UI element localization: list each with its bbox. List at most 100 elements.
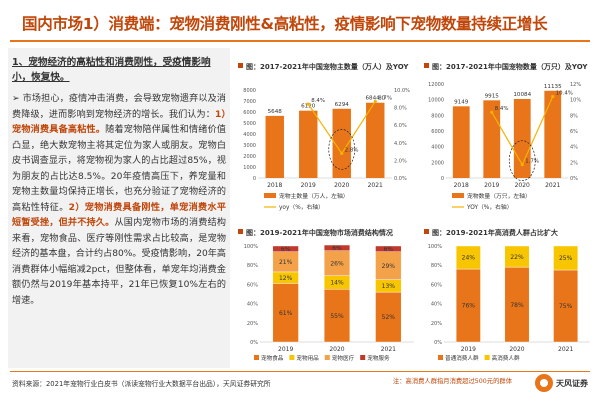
legend-label: 宠物用品 xyxy=(296,354,319,362)
x-tick-label: 2021 xyxy=(381,346,396,353)
yoy-point xyxy=(490,110,494,114)
highlight-2: 2）宠物消费具备刚性，单宠消费水平短暂受挫，但并不持久。 xyxy=(12,202,226,229)
chart1-title: 图：2017-2021年中国宠物主数量（万人）及YOY xyxy=(238,62,408,72)
segment-value-label: 6% xyxy=(384,246,394,253)
title-marker-icon xyxy=(238,229,243,234)
subtitle-part-2: 受疫情影响小，恢复快。 xyxy=(12,57,211,83)
legend-swatch xyxy=(452,193,464,198)
yoy-point xyxy=(306,102,310,106)
y-tick-label: 7000 xyxy=(243,99,256,105)
legend-swatch xyxy=(254,355,259,360)
y2-tick-label: 2% xyxy=(570,160,578,166)
highlight-circle xyxy=(328,129,356,170)
legend-swatch xyxy=(289,355,295,360)
yoy-point xyxy=(340,151,344,155)
x-tick-label: 2020 xyxy=(509,346,524,353)
y-tick-label: 6000 xyxy=(431,129,444,135)
y-tick-label: 60% xyxy=(431,282,442,288)
brand-name: 天风证券 xyxy=(556,378,588,388)
x-tick-label: 2019 xyxy=(461,346,476,353)
y2-tick-label: 8.0% xyxy=(394,106,407,112)
chart2-title: 图：2017-2021年中国宠物数量（万只）及YOY xyxy=(424,62,587,72)
y-tick-label: 2000 xyxy=(243,154,256,160)
slide-header: 国内市场1）消费端：宠物消费刚性&高粘性，疫情影响下宠物数量持续正增长 xyxy=(0,0,600,42)
source-note: 资料来源：2021年宠物行业白皮书（派读宠物行业大数据平台出品），天风证券研究所 xyxy=(12,380,271,388)
y-tick-label: 20% xyxy=(431,321,442,327)
bar xyxy=(265,115,284,178)
subtitle-part-1: 1、宠物经济的高粘性和消费刚性， xyxy=(12,57,163,68)
yoy-point xyxy=(520,163,524,167)
legend-label: 普通消费人群 xyxy=(445,354,479,362)
y-tick-label: 80% xyxy=(431,263,442,269)
bar-value-label: 5648 xyxy=(268,109,283,115)
segment-value-label: 78% xyxy=(510,302,524,309)
slide-title: 国内市场1）消费端：宠物消费刚性&高粘性，疫情影响下宠物数量持续正增长 xyxy=(22,15,548,33)
y-tick-label: 1000 xyxy=(243,165,256,171)
yoy-value-label: 2.8% xyxy=(345,147,359,153)
bar xyxy=(544,90,562,178)
stacked-bar-segment xyxy=(375,245,402,252)
segment-value-label: 76% xyxy=(462,303,476,310)
stacked-bar-segment xyxy=(504,245,530,268)
x-tick-label: 2018 xyxy=(454,182,469,189)
legend-swatch xyxy=(324,355,330,360)
y-tick-label: 4000 xyxy=(243,132,256,138)
y-tick-label: 20% xyxy=(247,321,258,327)
stacked-bar-segment xyxy=(272,245,299,252)
title-marker-icon xyxy=(238,63,243,68)
yoy-point xyxy=(373,99,377,104)
bar-value-label: 6844.0 xyxy=(365,96,385,102)
bar-value-label: 6294 xyxy=(335,102,350,108)
stacked-bar-segment xyxy=(272,283,299,343)
bar-value-label: 11135 xyxy=(544,84,562,90)
stacked-bar-segment xyxy=(553,269,579,343)
yoy-point xyxy=(551,94,555,99)
segment-value-label: 29% xyxy=(382,263,396,270)
bar-value-label: 9915 xyxy=(485,93,500,99)
logo-icon xyxy=(535,374,553,392)
x-tick-label: 2019 xyxy=(301,182,316,189)
y2-tick-label: 8% xyxy=(570,113,578,119)
consumption-structure-chart: 0% 20% 40% 60% 80% 100% 61% 12% 21% 6% 2019 55% 14% 2… xyxy=(244,244,414,362)
y-tick-label: 12000 xyxy=(428,82,444,88)
legend-swatch xyxy=(484,355,490,360)
highlight-1: 1）宠物消费具备高粘性。 xyxy=(12,109,226,136)
y-tick-label: 0 xyxy=(253,176,256,182)
y-tick-label: 0% xyxy=(250,340,258,346)
y-tick-label: 80% xyxy=(247,263,258,269)
legend-label: 宠物数量（万只，左轴） xyxy=(467,192,531,200)
highlight-circle xyxy=(508,140,536,182)
definition-note: 注：高消费人群指月消费超过500元的群体 xyxy=(392,378,512,385)
y-tick-label: 4000 xyxy=(431,145,444,151)
stacked-bar-segment xyxy=(455,245,481,270)
bar-value-label: 9149 xyxy=(454,99,469,105)
stacked-bar-segment xyxy=(375,251,402,280)
segment-value-label: 13% xyxy=(382,283,396,290)
y2-tick-label: 6% xyxy=(570,129,578,135)
segment-value-label: 24% xyxy=(462,255,476,262)
legend-label: 宠物食品 xyxy=(261,354,284,362)
yoy-value-label: 1.7% xyxy=(525,159,539,165)
segment-value-label: 12% xyxy=(279,275,293,282)
segment-value-label: 6% xyxy=(281,246,291,253)
y-tick-label: 5000 xyxy=(243,121,256,127)
y-tick-label: 2000 xyxy=(431,160,444,166)
bar xyxy=(332,108,351,178)
y2-tick-label: 12% xyxy=(570,82,581,88)
footer: 资料来源：2021年宠物行业白皮书（派读宠物行业大数据平台出品），天风证券研究所… xyxy=(0,368,600,400)
segment-value-label: 22% xyxy=(510,254,524,261)
x-tick-label: 2021 xyxy=(558,346,573,353)
y2-tick-label: 4.0% xyxy=(394,141,407,147)
bar xyxy=(452,106,470,178)
stacked-bar-segment xyxy=(504,266,530,343)
bar-value-label: 10084 xyxy=(513,92,531,98)
paragraph-1: ➢ 市场担心，疫情冲击消费，会导致宠物遗弃以及消费降级，进而影响到宠物经济的增长… xyxy=(12,94,226,120)
x-tick-label: 2020 xyxy=(329,346,344,353)
x-tick-label: 2019 xyxy=(484,182,499,189)
stacked-bar-segment xyxy=(323,289,351,343)
x-tick-label: 2019 xyxy=(278,346,293,353)
pet-count-chart: 0 2000 4000 6000 8000 10000 12000 0% 2% 4% 6% 8% 10%… xyxy=(428,82,581,211)
x-tick-label: 2021 xyxy=(368,182,383,189)
brand-logo: 天风证券 xyxy=(535,374,588,392)
segment-value-label: 6% xyxy=(332,245,342,252)
